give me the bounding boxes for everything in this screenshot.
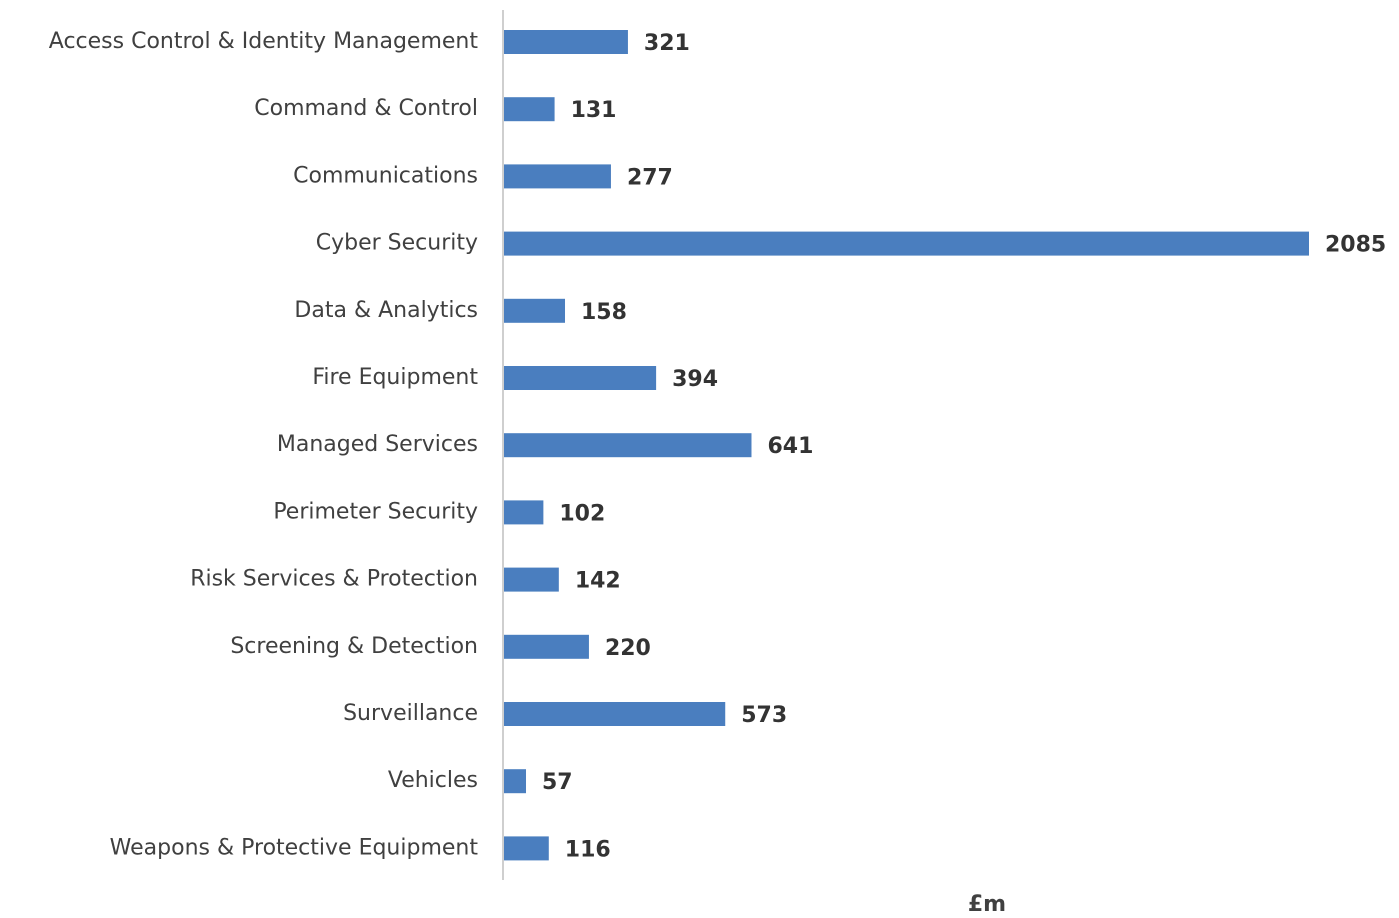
category-label: Vehicles bbox=[388, 768, 478, 793]
value-label: 277 bbox=[627, 165, 673, 190]
value-label: 102 bbox=[559, 501, 605, 526]
bar bbox=[504, 634, 589, 659]
value-label: 57 bbox=[542, 770, 573, 795]
bar bbox=[504, 567, 559, 592]
value-label: 158 bbox=[581, 300, 627, 325]
value-label: 573 bbox=[741, 703, 787, 728]
value-label: 321 bbox=[644, 31, 690, 56]
category-label: Communications bbox=[293, 163, 478, 188]
value-label: 116 bbox=[565, 837, 611, 862]
category-label: Data & Analytics bbox=[294, 298, 478, 323]
bar bbox=[504, 97, 555, 122]
category-label: Cyber Security bbox=[316, 231, 478, 256]
bar bbox=[504, 836, 549, 861]
category-label: Managed Services bbox=[277, 432, 478, 457]
value-label: 2085 bbox=[1325, 233, 1386, 258]
bar bbox=[504, 164, 611, 189]
category-label: Command & Control bbox=[254, 96, 478, 121]
value-label: 142 bbox=[575, 569, 621, 594]
bar bbox=[504, 298, 566, 323]
value-label: 394 bbox=[672, 367, 718, 392]
category-label: Surveillance bbox=[343, 701, 478, 726]
bar bbox=[504, 769, 527, 794]
category-label: Access Control & Identity Management bbox=[49, 29, 479, 54]
x-axis-label: £m bbox=[968, 892, 1006, 917]
bar bbox=[504, 30, 628, 54]
bar bbox=[504, 500, 544, 525]
bar bbox=[504, 702, 726, 726]
category-label: Weapons & Protective Equipment bbox=[110, 835, 479, 860]
bar bbox=[504, 231, 1309, 256]
value-label: 641 bbox=[767, 434, 813, 459]
category-label: Perimeter Security bbox=[273, 499, 478, 524]
category-label: Risk Services & Protection bbox=[190, 567, 478, 592]
bar bbox=[504, 433, 752, 458]
category-label: Screening & Detection bbox=[230, 634, 478, 659]
category-label: Fire Equipment bbox=[312, 365, 478, 390]
value-label: 131 bbox=[571, 98, 617, 123]
bar bbox=[504, 366, 657, 390]
value-label: 220 bbox=[605, 636, 651, 661]
